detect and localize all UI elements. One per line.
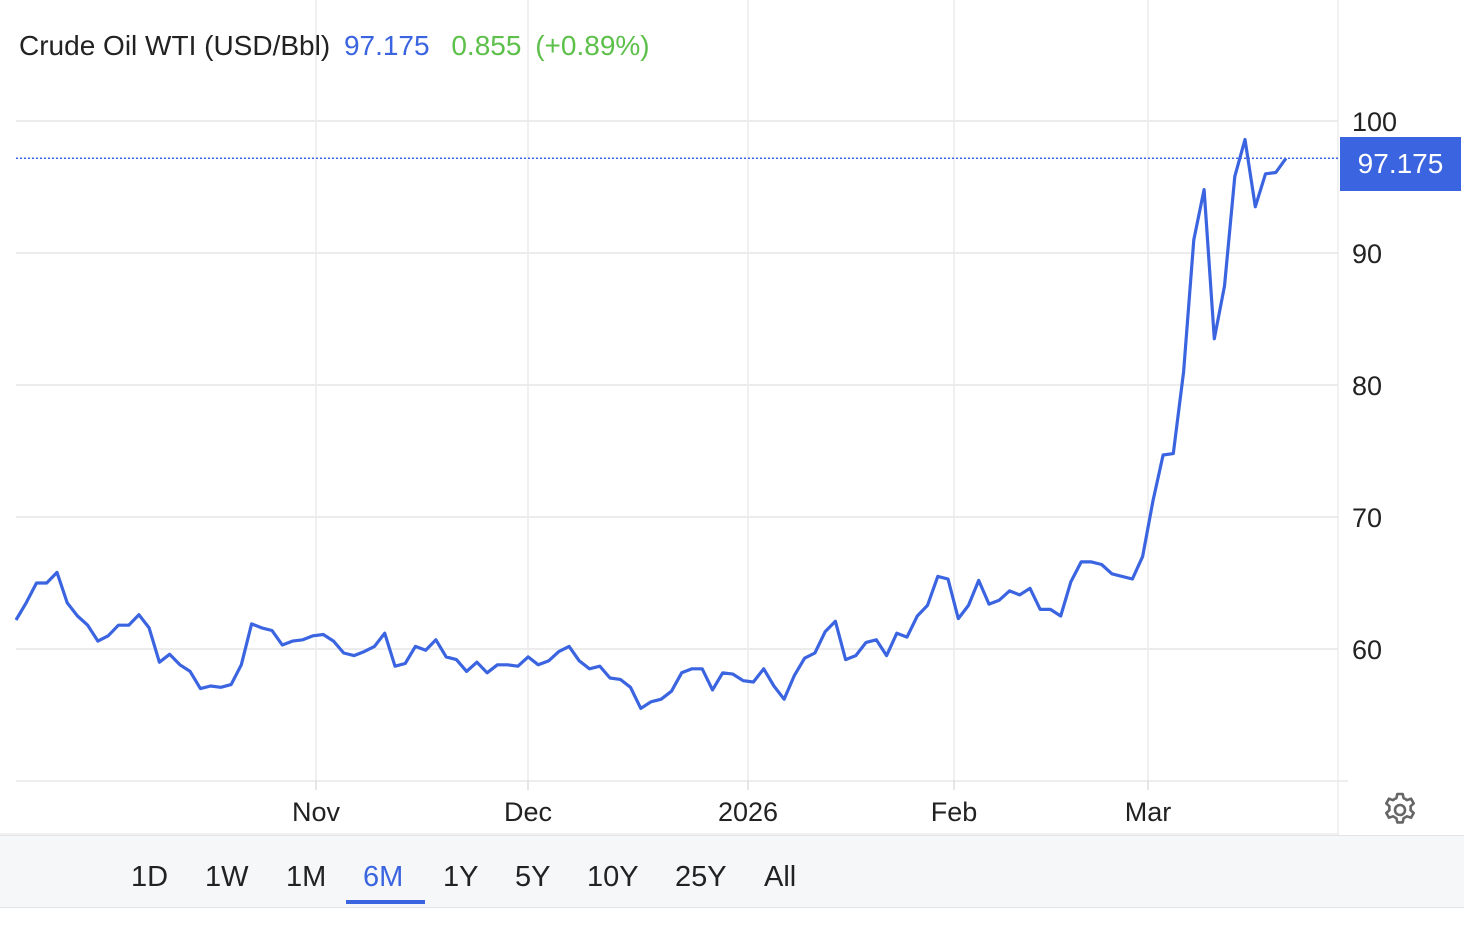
x-tick-label: Nov bbox=[292, 797, 341, 827]
gear-icon[interactable] bbox=[1380, 790, 1420, 830]
price-change: 0.855 bbox=[451, 30, 522, 61]
range-button-1m[interactable]: 1M bbox=[286, 861, 327, 893]
x-axis-tick-labels: Nov Dec 2026 Feb Mar bbox=[292, 797, 1171, 827]
range-button-1d[interactable]: 1D bbox=[131, 861, 169, 893]
series-line-wti bbox=[14, 137, 1288, 710]
horizontal-gridlines bbox=[16, 120, 1338, 650]
y-axis-tick-labels: 60 70 80 90 100 bbox=[1352, 107, 1397, 665]
y-tick-label: 90 bbox=[1352, 239, 1382, 269]
y-tick-label: 70 bbox=[1352, 503, 1382, 533]
range-button-1w[interactable]: 1W bbox=[205, 861, 249, 893]
time-range-selector: 1D 1W 1M 6M 1Y 5Y 10Y 25Y All bbox=[0, 835, 1464, 908]
active-range-underline bbox=[346, 900, 425, 904]
vertical-gridlines bbox=[315, 0, 1149, 790]
x-tick-label: Mar bbox=[1125, 797, 1172, 827]
last-price-tag: 97.175 bbox=[1340, 137, 1461, 191]
x-tick-label: Dec bbox=[504, 797, 552, 827]
range-button-5y[interactable]: 5Y bbox=[515, 861, 551, 893]
range-button-25y[interactable]: 25Y bbox=[675, 861, 727, 893]
range-button-10y[interactable]: 10Y bbox=[587, 861, 639, 893]
last-price: 97.175 bbox=[343, 30, 430, 61]
y-tick-label: 100 bbox=[1352, 107, 1397, 137]
y-tick-label: 80 bbox=[1352, 371, 1382, 401]
chart-title: Crude Oil WTI (USD/Bbl) bbox=[19, 30, 331, 61]
chart-header: Crude Oil WTI (USD/Bbl) 97.175 0.855 (+0… bbox=[19, 30, 656, 62]
price-change-percent: (+0.89%) bbox=[535, 30, 650, 61]
price-chart: 60 70 80 90 100 Nov Dec 2026 Feb Mar bbox=[0, 0, 1397, 835]
y-tick-label: 60 bbox=[1352, 635, 1382, 665]
range-button-6m[interactable]: 6M bbox=[363, 861, 404, 893]
range-button-1y[interactable]: 1Y bbox=[443, 861, 479, 893]
range-button-all[interactable]: All bbox=[764, 861, 797, 893]
x-tick-label: Feb bbox=[931, 797, 978, 827]
x-tick-label: 2026 bbox=[718, 797, 778, 827]
